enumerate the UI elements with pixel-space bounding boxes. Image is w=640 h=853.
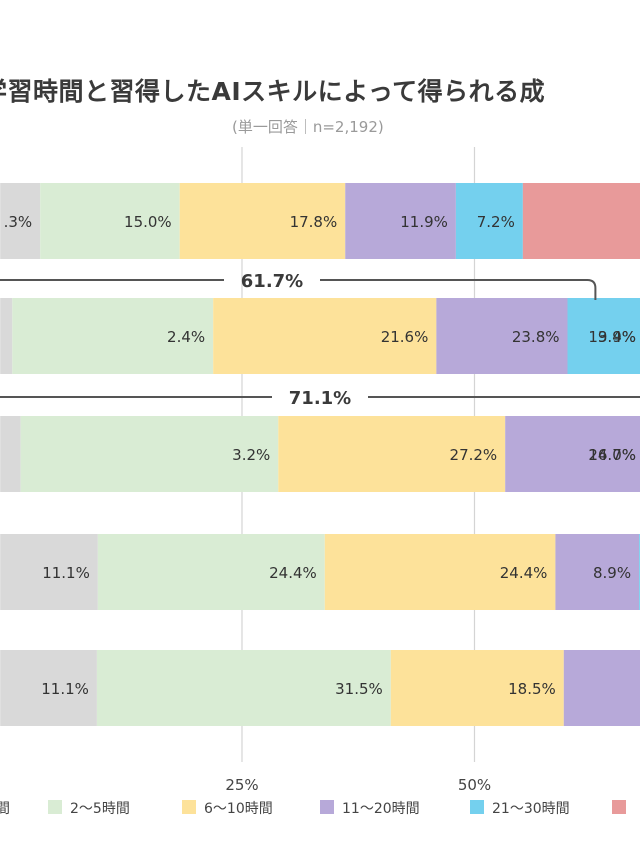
legend-swatch bbox=[48, 800, 62, 814]
bar-segment bbox=[567, 298, 640, 374]
bracket-label: 61.7% bbox=[241, 271, 303, 292]
legend-swatch bbox=[612, 800, 626, 814]
bar-value-label: 8.9% bbox=[593, 564, 631, 582]
bar-segment bbox=[324, 534, 556, 610]
bar-value-label: 13.9% bbox=[588, 328, 636, 346]
bar-segment bbox=[96, 650, 391, 726]
legend-label: 2～5時間 bbox=[70, 801, 130, 817]
bar-segment bbox=[97, 534, 325, 610]
legend-swatch bbox=[470, 800, 484, 814]
bar-segment bbox=[345, 183, 456, 259]
legend-label: 時間 bbox=[0, 801, 10, 817]
bar-segment bbox=[522, 183, 640, 259]
bar-segment bbox=[0, 183, 41, 259]
bar-segment bbox=[0, 298, 13, 374]
chart-title: 学習時間と習得したAIスキルによって得られる成 bbox=[0, 77, 546, 106]
legend-label: 21～30時間 bbox=[492, 801, 570, 817]
bar-segment bbox=[179, 183, 346, 259]
bar-segment bbox=[213, 298, 437, 374]
bar-value-label: 24.0% bbox=[588, 446, 636, 464]
bar-value-label: 24.4% bbox=[500, 564, 548, 582]
bar-value-label: 11.1% bbox=[41, 680, 89, 698]
x-tick-label: 50% bbox=[458, 776, 491, 794]
bar-value-label: 17.8% bbox=[290, 213, 338, 231]
bar-value-label: 7.2% bbox=[477, 213, 515, 231]
x-tick-label: 25% bbox=[225, 776, 258, 794]
bar-value-label: 31.5% bbox=[335, 680, 383, 698]
bar-segment bbox=[12, 298, 214, 374]
bar-segment bbox=[555, 534, 640, 610]
bar-segment bbox=[278, 416, 506, 492]
bar-segment bbox=[0, 650, 97, 726]
bar-segment bbox=[455, 183, 523, 259]
bar-segment bbox=[390, 650, 564, 726]
bar-value-label: 11.9% bbox=[400, 213, 448, 231]
bar-value-label: 21.6% bbox=[381, 328, 429, 346]
bar-value-label: 27.2% bbox=[450, 446, 498, 464]
bar-value-label: 24.4% bbox=[269, 564, 317, 582]
bar-value-label: 3.2% bbox=[232, 446, 270, 464]
legend-label: 6～10時間 bbox=[204, 801, 273, 817]
bar-segment bbox=[563, 650, 640, 726]
bar-segment bbox=[0, 534, 98, 610]
bar-segment bbox=[40, 183, 180, 259]
bar-value-label: 11.1% bbox=[42, 564, 90, 582]
bracket-line bbox=[0, 279, 597, 300]
bar-value-label: 23.8% bbox=[512, 328, 560, 346]
bar-value-label: 15.0% bbox=[124, 213, 172, 231]
legend-swatch bbox=[182, 800, 196, 814]
bar-segment bbox=[20, 416, 279, 492]
bar-value-label: 2.4% bbox=[167, 328, 205, 346]
bar-value-label: 16.7% bbox=[588, 446, 636, 464]
legend-label: 11～20時間 bbox=[342, 801, 420, 817]
bar-segment bbox=[436, 298, 568, 374]
bar-value-label: 9.4% bbox=[598, 328, 636, 346]
bar-segment bbox=[0, 416, 21, 492]
chart-subtitle: (単一回答｜n=2,192) bbox=[232, 118, 384, 136]
legend-swatch bbox=[320, 800, 334, 814]
bar-value-label: .3% bbox=[4, 213, 33, 231]
bar-segment bbox=[505, 416, 640, 492]
bracket-label: 71.1% bbox=[289, 388, 351, 409]
bar-value-label: 18.5% bbox=[508, 680, 556, 698]
